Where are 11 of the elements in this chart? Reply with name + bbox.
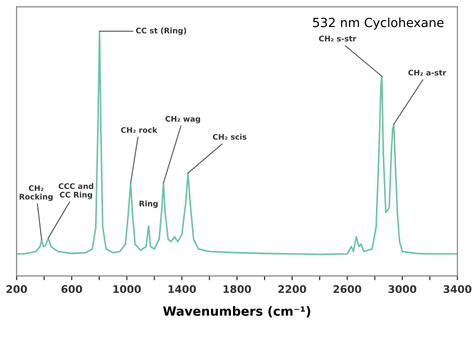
x-tick-label: 1400 xyxy=(168,285,196,294)
x-tick-label: 1800 xyxy=(224,285,251,294)
x-tick-label: 200 xyxy=(6,285,27,294)
x-tick-label: 2600 xyxy=(334,285,362,294)
x-axis-title: Wavenumbers (cm⁻¹) xyxy=(163,306,310,318)
x-tick-label: 600 xyxy=(61,285,82,294)
x-tick-label: 3400 xyxy=(444,285,472,294)
chart-title: 532 nm Cyclohexane xyxy=(313,18,444,30)
x-tick-label: 2200 xyxy=(278,285,306,294)
x-tick-label: 3000 xyxy=(388,285,416,294)
x-tick-label: 1000 xyxy=(113,285,141,294)
